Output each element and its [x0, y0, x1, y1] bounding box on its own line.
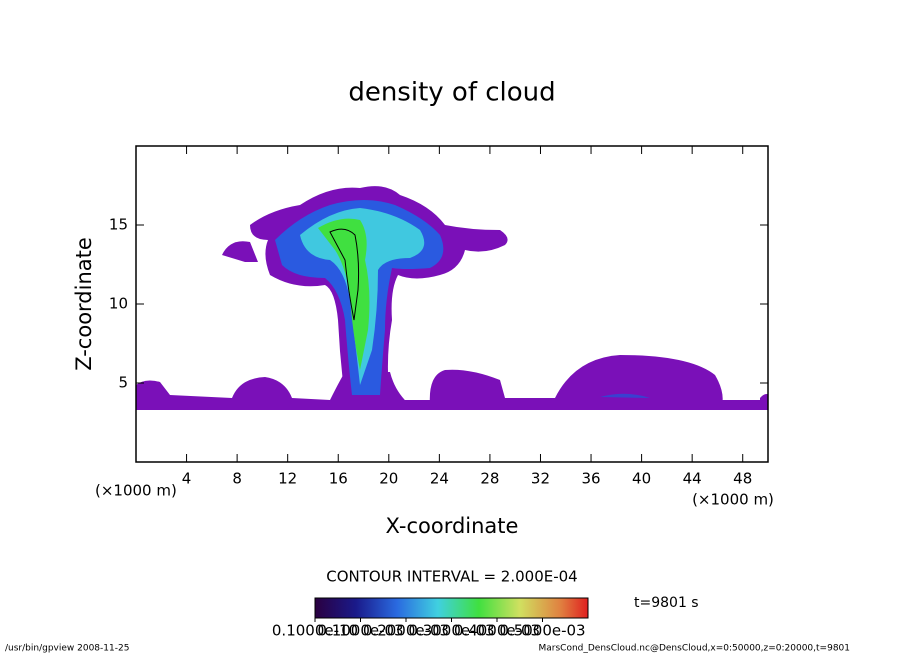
plot-frame [135, 145, 769, 463]
contour-field [136, 186, 768, 410]
x-tick-label: 28 [480, 470, 499, 488]
x-tick-label: 32 [531, 470, 550, 488]
x-tick-label: 4 [182, 470, 192, 488]
y-tick-label: 10 [109, 295, 128, 313]
colorbar-tick-label: 0.4000e-03 [454, 622, 540, 640]
footer-right: MarsCond_DensCloud.nc@DensCloud,x=0:5000… [539, 644, 851, 654]
x-tick-label: 36 [581, 470, 600, 488]
y-axis-label: Z-coordinate [72, 237, 96, 371]
x-tick-label: 12 [278, 470, 297, 488]
colorbar-tick-label: 0.2000e-03 [363, 622, 449, 640]
x-tick-label: 16 [329, 470, 348, 488]
x-unit: (×1000 m) [692, 491, 774, 509]
colorbar-tick-label: 0.5000e-03 [499, 622, 585, 640]
footer-left: /usr/bin/gpview 2008-11-25 [5, 644, 129, 654]
chart-title: density of cloud [348, 78, 555, 108]
x-tick-label: 40 [632, 470, 651, 488]
contour-interval: CONTOUR INTERVAL = 2.000E-04 [326, 568, 577, 586]
time-label: t=9801 s [634, 595, 699, 611]
x-tick-label: 8 [232, 470, 242, 488]
x-tick-label: 20 [379, 470, 398, 488]
x-tick-label: 44 [683, 470, 702, 488]
colorbar-tick-label: 0.1000e-03 [317, 622, 403, 640]
x-axis-label: X-coordinate [386, 514, 519, 538]
colorbar [314, 597, 589, 619]
y-tick-label: 15 [109, 216, 128, 234]
y-tick-label: 5 [118, 374, 128, 392]
x-tick-label: 48 [733, 470, 752, 488]
x-unit: (×1000 m) [95, 482, 177, 500]
colorbar-tick-label: 0.3000e-03 [408, 622, 494, 640]
x-tick-label: 24 [430, 470, 449, 488]
colorbar-tick-label: 0.1000e-10 [272, 622, 358, 640]
